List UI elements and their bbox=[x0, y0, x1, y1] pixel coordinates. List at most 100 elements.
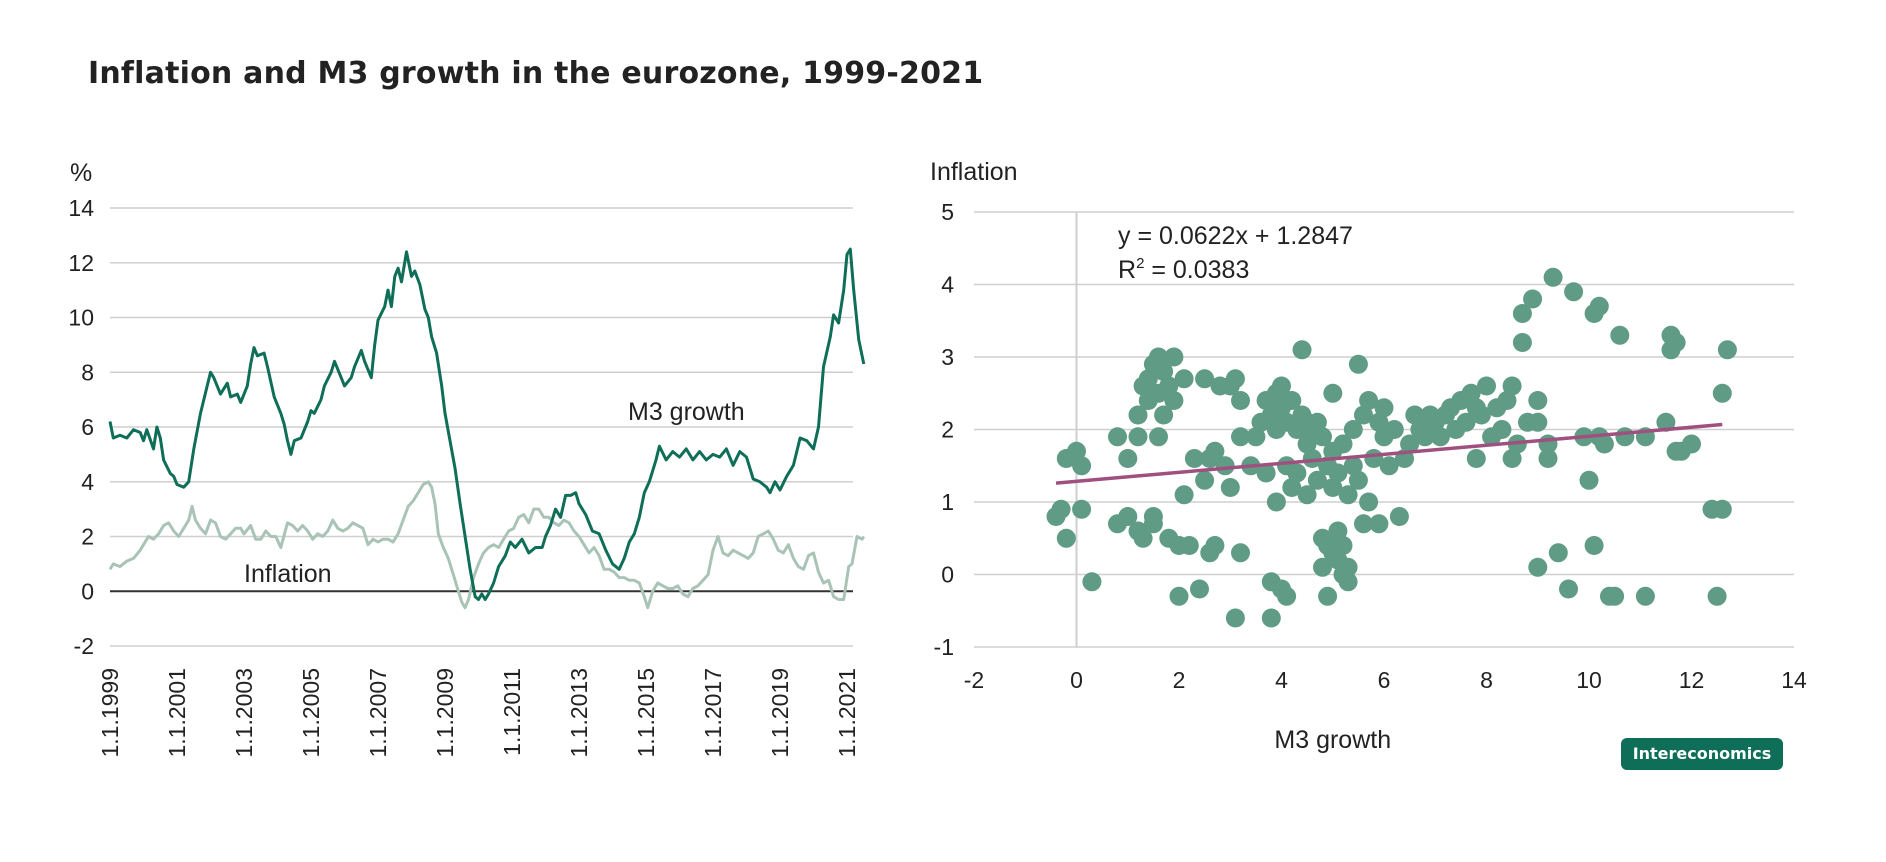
scatter-point bbox=[1712, 383, 1732, 403]
scatter-point bbox=[1564, 282, 1584, 302]
series-label-inflation: Inflation bbox=[244, 560, 332, 588]
line-chart: % 14 12 10 8 6 4 2 0 -21.1.1999 1.1.2001 1.1.2003 1.… bbox=[68, 159, 866, 758]
scatter-point bbox=[1313, 557, 1332, 577]
scatter-point bbox=[1154, 405, 1174, 425]
scatter-point bbox=[1348, 470, 1368, 490]
y-tick-label: -2 bbox=[74, 633, 94, 659]
publisher-badge: Intereconomics bbox=[1621, 738, 1783, 770]
y-tick-label: 1 bbox=[941, 489, 954, 515]
x-tick-label: 1.1.2009 bbox=[432, 668, 458, 758]
x-tick-label: 1.1.2011 bbox=[499, 668, 525, 756]
scatter-point bbox=[1528, 391, 1548, 410]
scatter-point bbox=[1579, 470, 1599, 490]
series-line-m3-growth bbox=[108, 247, 866, 601]
scatter-point bbox=[1266, 492, 1286, 512]
scatter-point bbox=[1149, 427, 1168, 447]
scatter-point bbox=[1190, 579, 1209, 599]
y-tick-label: 0 bbox=[941, 562, 954, 588]
scatter-point bbox=[1610, 325, 1630, 345]
y-tick-label: 4 bbox=[941, 272, 954, 298]
scatter-point bbox=[1225, 608, 1245, 628]
scatter-point bbox=[1169, 586, 1189, 606]
scatter-point bbox=[1528, 412, 1548, 432]
scatter-point bbox=[1430, 427, 1450, 447]
x-tick-label: 4 bbox=[1275, 667, 1288, 693]
x-tick-label: 2 bbox=[1173, 667, 1186, 693]
scatter-point bbox=[1456, 412, 1476, 432]
y-tick-label: 2 bbox=[81, 524, 94, 550]
scatter-point bbox=[1343, 420, 1363, 439]
trendline bbox=[1055, 422, 1723, 485]
series-label-m3-growth: M3 growth bbox=[628, 398, 745, 426]
scatter-point bbox=[1338, 572, 1358, 592]
scatter-point bbox=[1333, 434, 1353, 454]
scatter-point bbox=[1543, 267, 1563, 287]
scatter-point bbox=[1635, 586, 1655, 606]
scatter-point bbox=[1502, 376, 1522, 396]
y-tick-label: 14 bbox=[68, 195, 94, 221]
scatter-point bbox=[1328, 521, 1348, 541]
scatter-point bbox=[1656, 412, 1676, 432]
scatter-point bbox=[1707, 586, 1727, 606]
scatter-point bbox=[1471, 405, 1491, 425]
scatter-point bbox=[1512, 333, 1532, 352]
scatter-point bbox=[1338, 485, 1358, 505]
scatter-point bbox=[1369, 412, 1389, 432]
scatter-point bbox=[1231, 543, 1250, 563]
scatter-point bbox=[1523, 289, 1543, 309]
scatter-point bbox=[1195, 369, 1215, 389]
x-tick-label: 1.1.2013 bbox=[566, 668, 592, 758]
scatter-point bbox=[1231, 427, 1250, 447]
x-tick-label: 1.1.2017 bbox=[700, 668, 726, 758]
scatter-point bbox=[1154, 362, 1174, 381]
scatter-point bbox=[1682, 434, 1701, 454]
x-tick-label: 0 bbox=[1070, 667, 1083, 693]
scatter-point bbox=[1174, 485, 1194, 505]
scatter-point bbox=[1328, 463, 1348, 483]
scatter-point bbox=[1338, 557, 1358, 577]
scatter-point bbox=[1164, 391, 1184, 410]
scatter-point bbox=[1354, 514, 1373, 534]
scatter-point bbox=[1605, 586, 1625, 606]
scatter-point bbox=[1195, 470, 1215, 490]
scatter-point bbox=[1323, 478, 1343, 497]
scatter-point bbox=[1261, 608, 1281, 628]
y-tick-label: 6 bbox=[81, 414, 94, 440]
scatter-point bbox=[1277, 586, 1297, 606]
scatter-point bbox=[1461, 383, 1481, 403]
scatter-point bbox=[1666, 333, 1686, 352]
scatter-point bbox=[1297, 434, 1317, 454]
scatter-point bbox=[1149, 347, 1168, 367]
scatter-point bbox=[1584, 536, 1604, 555]
scatter-point bbox=[1384, 420, 1404, 439]
x-axis-label: M3 growth bbox=[1274, 726, 1391, 754]
scatter-point bbox=[1359, 492, 1379, 512]
x-tick-label: 1.1.2003 bbox=[231, 668, 257, 758]
scatter-point bbox=[1405, 405, 1425, 425]
scatter-point bbox=[1528, 557, 1548, 577]
scatter-point bbox=[1143, 514, 1163, 534]
scatter-point bbox=[1302, 449, 1322, 468]
scatter-point bbox=[1538, 449, 1558, 468]
x-tick-label: 14 bbox=[1781, 667, 1807, 693]
r-squared-label: R2 = 0.0383 bbox=[1118, 255, 1249, 284]
scatter-point bbox=[1051, 499, 1071, 519]
y-tick-label: 5 bbox=[941, 199, 954, 225]
page-title: Inflation and M3 growth in the eurozone,… bbox=[88, 56, 984, 91]
scatter-point bbox=[1589, 296, 1609, 316]
scatter-point bbox=[1512, 304, 1532, 323]
y-tick-label: -1 bbox=[934, 634, 954, 660]
scatter-point bbox=[1477, 376, 1496, 396]
scatter-point bbox=[1559, 579, 1578, 599]
scatter-point bbox=[1164, 347, 1184, 367]
y-tick-label: 8 bbox=[81, 359, 94, 385]
scatter-point bbox=[1159, 376, 1179, 396]
scatter-point bbox=[1379, 456, 1399, 476]
scatter-point bbox=[1359, 391, 1379, 410]
scatter-point bbox=[1128, 405, 1148, 425]
scatter-point bbox=[1082, 572, 1102, 592]
scatter-point bbox=[1072, 456, 1092, 476]
scatter-point bbox=[1712, 499, 1732, 519]
